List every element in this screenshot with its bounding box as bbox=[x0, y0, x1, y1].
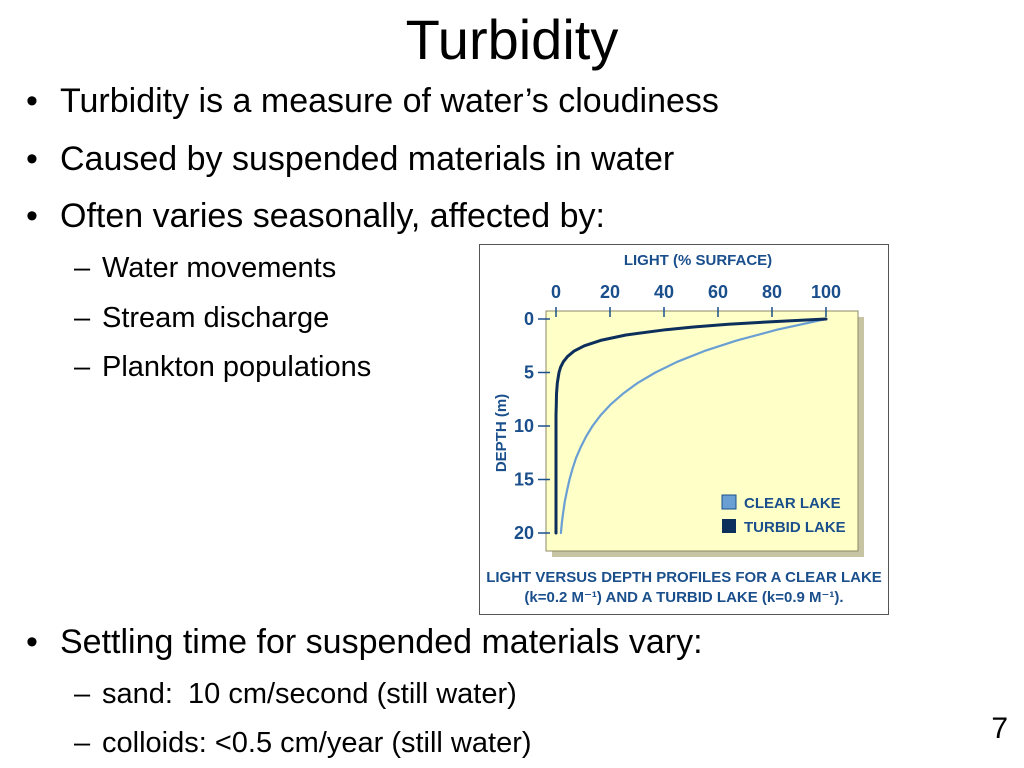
legend-label-clear-lake: CLEAR LAKE bbox=[744, 495, 841, 512]
bullet-marker: • bbox=[26, 623, 38, 661]
sub-bullet-value: 10 cm/second (still water) bbox=[188, 678, 517, 710]
x-tick-label: 20 bbox=[600, 282, 620, 302]
sub-bullet-text: Plankton populations bbox=[102, 351, 372, 383]
x-tick-label: 80 bbox=[762, 282, 782, 302]
plot-area bbox=[545, 310, 859, 552]
sub-bullet-colloids: – colloids: <0.5 cm/year (still water) bbox=[74, 724, 532, 762]
legend-label-turbid-lake: TURBID LAKE bbox=[744, 519, 846, 536]
sub-bullet-text: Stream discharge bbox=[102, 302, 330, 334]
sub-bullet-label: colloids: bbox=[102, 727, 207, 759]
sub-bullet-text: Water movements bbox=[102, 252, 337, 284]
x-tick-label: 40 bbox=[654, 282, 674, 302]
y-tick-label: 10 bbox=[514, 416, 534, 436]
y-tick-label: 15 bbox=[514, 470, 534, 490]
y-tick-label: 0 bbox=[524, 309, 534, 329]
bullet-2: • Caused by suspended materials in water bbox=[26, 137, 674, 181]
bullet-3-text: Often varies seasonally, affected by: bbox=[60, 197, 605, 235]
y-axis-title: DEPTH (m) bbox=[493, 394, 510, 472]
legend-swatch-clear-lake bbox=[721, 494, 737, 510]
dash-marker: – bbox=[74, 351, 91, 383]
sub-bullet-plankton-populations: – Plankton populations bbox=[74, 348, 371, 386]
series-line-clear-lake bbox=[559, 317, 828, 535]
legend-swatch-turbid-lake bbox=[722, 519, 736, 533]
bullet-3: • Often varies seasonally, affected by: bbox=[26, 194, 605, 238]
light-depth-figure: 0 20 40 60 80 100 0 5 10 15 20 LIGHT (% SURFACE) D… bbox=[479, 244, 889, 615]
sub-bullet-sand: – sand: 10 cm/second (still water) bbox=[74, 675, 517, 713]
sub-bullet-value: <0.5 cm/year (still water) bbox=[214, 727, 532, 759]
bullet-1: • Turbidity is a measure of water’s cloud… bbox=[26, 79, 719, 123]
sub-bullet-label: sand: bbox=[102, 678, 173, 710]
sub-bullet-stream-discharge: – Stream discharge bbox=[74, 299, 329, 337]
page-number: 7 bbox=[991, 712, 1008, 745]
figure-caption-line-1: LIGHT VERSUS DEPTH PROFILES FOR A CLEAR … bbox=[486, 569, 882, 586]
x-axis-title: LIGHT (% SURFACE) bbox=[624, 252, 772, 269]
dash-marker: – bbox=[74, 727, 91, 759]
y-tick-label: 20 bbox=[514, 523, 534, 543]
x-tick-label: 0 bbox=[551, 282, 561, 302]
bullet-1-text: Turbidity is a measure of water’s cloudi… bbox=[60, 82, 719, 120]
series-line-turbid-lake bbox=[554, 317, 828, 535]
bullet-marker: • bbox=[26, 140, 38, 178]
figure-caption-line-2: (k=0.2 M⁻¹) AND A TURBID LAKE (k=0.9 M⁻¹… bbox=[524, 589, 843, 606]
bullet-2-text: Caused by suspended materials in water bbox=[60, 140, 675, 178]
y-tick-label: 5 bbox=[524, 363, 534, 383]
bullet-marker: • bbox=[26, 197, 38, 235]
bullet-marker: • bbox=[26, 82, 38, 120]
light-depth-chart: 0 20 40 60 80 100 0 5 10 15 20 LIGHT (% SURFACE) D… bbox=[486, 252, 882, 606]
x-tick-label: 100 bbox=[811, 282, 841, 302]
dash-marker: – bbox=[74, 678, 91, 710]
sub-bullet-water-movements: – Water movements bbox=[74, 249, 336, 287]
x-tick-label: 60 bbox=[708, 282, 728, 302]
bullet-4-text: Settling time for suspended materials va… bbox=[60, 623, 703, 661]
slide-title: Turbidity bbox=[405, 8, 619, 71]
dash-marker: – bbox=[74, 302, 91, 334]
bullet-4: • Settling time for suspended materials v… bbox=[26, 620, 703, 664]
dash-marker: – bbox=[74, 252, 91, 284]
